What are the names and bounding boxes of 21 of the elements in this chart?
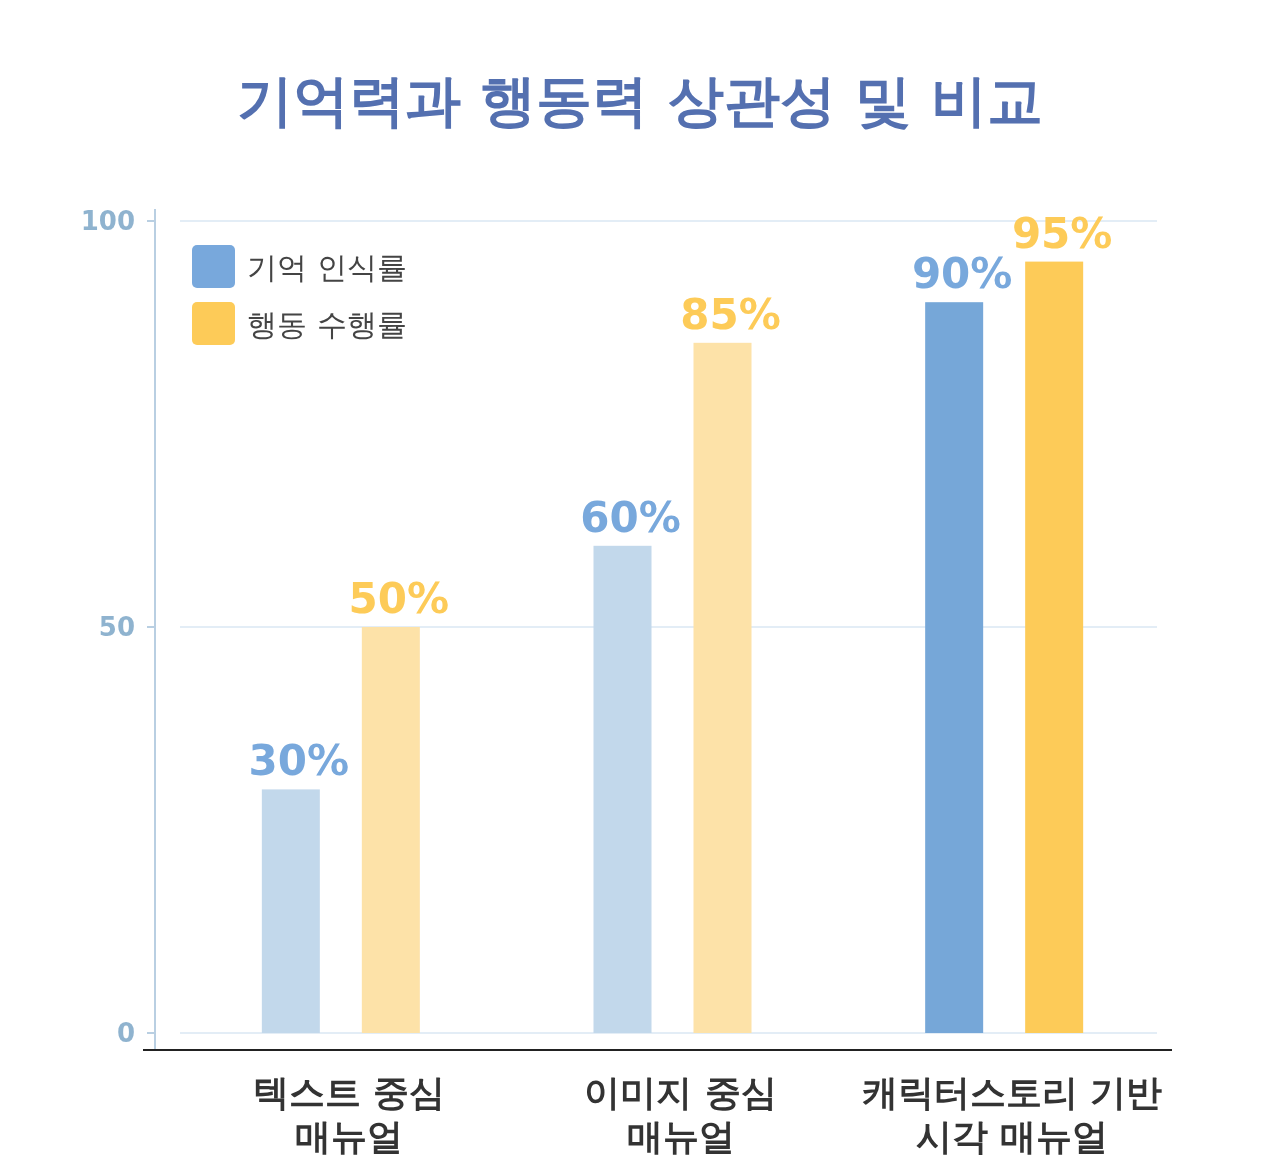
x-tick-label: 이미지 중심 매뉴얼 (584, 1072, 777, 1157)
data-label: 30% (248, 736, 350, 786)
legend-label: 행동 수행률 (247, 306, 407, 342)
data-label: 90% (911, 249, 1013, 299)
bar (693, 342, 752, 1033)
y-tick-label: 50 (98, 612, 135, 643)
data-label: 50% (348, 574, 450, 623)
bar (593, 545, 652, 1033)
bar (361, 627, 420, 1033)
bar (925, 302, 984, 1033)
bar (261, 789, 320, 1033)
bar (1025, 261, 1084, 1033)
y-tick-label: 100 (80, 206, 135, 237)
data-label: 85% (680, 289, 781, 339)
legend-label: 기억 인식률 (247, 249, 407, 285)
chart-title: 기억력과 행동력 상관성 및 비교 (237, 68, 1043, 133)
data-label: 60% (580, 492, 681, 542)
data-label: 95% (1011, 208, 1113, 258)
y-tick-label: 0 (116, 1018, 135, 1049)
x-tick-label: 텍스트 중심 매뉴얼 (252, 1072, 446, 1157)
x-tick-label: 캐릭터스토리 기반 시각 매뉴얼 (861, 1072, 1163, 1157)
